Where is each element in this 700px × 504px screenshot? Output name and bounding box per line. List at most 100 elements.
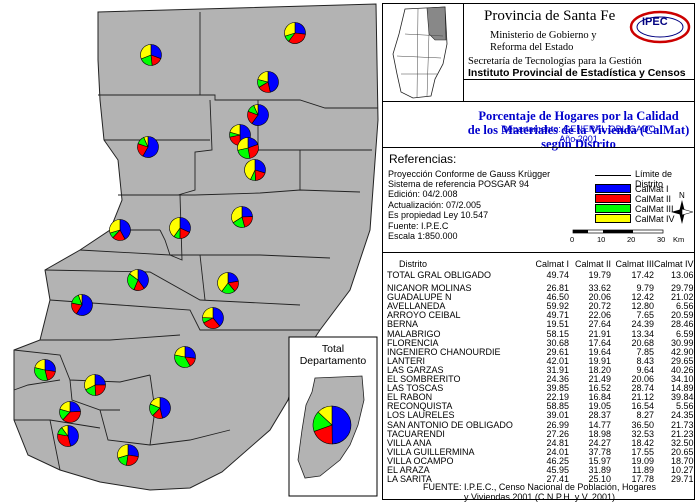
ref-line: Actualización: 07/2.005 [388,200,482,210]
ref-line: Fuente: I.P.E.C [388,221,449,231]
pie-slice [317,405,333,426]
column-header: Calmat II [574,258,611,269]
calmat-value: 19.05 [588,401,611,412]
pie-slice [62,411,81,423]
calmat-value: 32.50 [670,437,694,448]
calmat-value: 21.23 [670,428,694,439]
map-title: Porcentaje de Hogares por la Calidad de … [463,109,694,151]
calmat-value: 10.27 [670,464,694,475]
province-name: Provincia de Santa Fe [484,8,616,24]
calmat-value: 31.91 [546,364,569,375]
calmat-value: 22.06 [588,310,611,321]
calmat-value: 11.89 [632,464,654,475]
district-name: VILLA OCAMPO [387,455,454,466]
pie-slice [174,354,191,368]
calmat-value: 19.79 [588,270,611,280]
calmat-value: 20.06 [588,292,611,303]
divider [383,252,694,253]
calmat-value: 49.71 [546,310,569,321]
pie-slice [212,307,224,327]
table-row: ARROYO CEIBAL 49.71 22.06 7.65 20.59 [387,311,694,320]
calmat-value: 28.46 [670,319,694,330]
references-heading: Referencias: [389,152,457,166]
north-label: N [679,191,685,200]
district-name: EL RABON [387,392,433,403]
table-row: LANTERI 42.01 19.91 8.43 29.65 [387,355,694,366]
column-header: Calmat I [535,258,569,269]
scale-tick-label: Km [673,235,684,244]
table-row: SAN ANTONIO DE OBLIGADO 26.99 14.77 36.50 21… [387,419,694,430]
calmat-value: 32.53 [631,428,654,439]
district-name: LAS TOSCAS [387,383,444,394]
calmat-value: 28.74 [631,383,654,394]
calmat-value: 36.50 [631,419,654,430]
calmat-value: 9.79 [636,283,654,294]
district-pies [34,22,352,466]
info-panel: Provincia de Santa Fe Ministerio de Gobi… [382,3,695,502]
source-line2: y Viviendas 2001 (C.N.P.H. y V. 2001) [464,492,615,502]
table-body: TOTAL GRAL OBLIGADO 49.74 19.79 17.42 13.06 N… [387,270,694,485]
calmat-value: 24.39 [631,319,654,330]
pie-slice [84,374,96,391]
calmat-value: 46.50 [546,292,569,303]
table-row: LAS TOSCAS 39.85 16.52 28.74 14.89 [387,384,694,393]
north-arrow-icon: N [671,191,693,224]
district-name: NICANOR MOLINAS [387,283,472,294]
province-locator-map [383,4,464,101]
divider [463,79,694,80]
table-row: TOTAL GRAL OBLIGADO 49.74 19.79 17.42 13.06 [387,270,694,284]
calmat-value: 7.85 [636,346,654,357]
inset-label-line1: Total [321,343,345,355]
pie-slice [142,136,159,158]
calmat-value: 17.42 [631,270,654,280]
calmat-value: 19.91 [588,355,611,366]
secretariat: Secretaría de Tecnologías para la Gestió… [468,56,642,67]
district-name: VILLA GUILLERMINA [387,446,475,457]
scale-tick-label: 0 [570,235,574,244]
pie-slice [67,425,79,447]
ref-line: Escala 1:850.000 [388,231,458,241]
pie-slice [284,22,296,37]
column-header: Calmat III [615,258,654,269]
calmat-value: 24.35 [670,410,694,421]
legend-swatch [595,214,631,223]
pie-slice [267,71,279,93]
table-row: GUADALUPE N 46.50 20.06 12.42 21.02 [387,293,694,302]
calmat-value: 20.06 [631,374,654,385]
calmat-value: 25.10 [588,474,611,485]
calmat-value: 24.81 [546,437,569,448]
calmat-value: 34.10 [670,374,694,385]
calmat-value: 27.41 [546,474,569,485]
calmat-value: 20.59 [670,310,694,321]
calmat-value: 18.98 [588,428,611,439]
calmat-value: 21.12 [631,392,654,403]
pie-slice [257,71,269,83]
pie-slice [237,137,249,151]
pie-slice [129,269,139,281]
legend-label: CalMat III [635,204,674,214]
district-name: LANTERI [387,355,426,366]
pie-slice [109,219,121,234]
ministry-line2: Reforma del Estado [490,42,574,53]
table-row: LOS LAURELES 39.01 28.37 8.27 24.35 [387,411,694,420]
scale-tick-label: 30 [657,235,665,244]
calmat-value: 37.78 [588,446,611,457]
title-line2: de los Materiales de la Vivienda (CalMat… [467,123,690,137]
scale-bar: 0 10 20 30 Km [570,229,684,244]
calmat-value: 58.85 [546,401,569,412]
table-row: VILLA ANA 24.81 24.27 18.42 32.50 [387,437,694,448]
calmat-value: 24.01 [546,446,569,457]
calmat-value: 21.02 [670,292,694,303]
district-name: EL SOMBRERITO [387,374,461,385]
district-name: RECONQUISTA [387,401,453,412]
calmat-value: 5.56 [675,401,694,412]
pie-slice [140,44,152,60]
calmat-value: 59.92 [546,301,569,312]
calmat-value: 28.37 [588,410,611,421]
calmat-value: 19.09 [631,455,654,466]
pie-slice [202,307,214,319]
calmat-value: 39.84 [670,392,694,403]
table-row: EL SOMBRERITO 24.36 21.49 20.06 34.10 [387,374,694,385]
calmat-value: 39.01 [546,410,569,421]
